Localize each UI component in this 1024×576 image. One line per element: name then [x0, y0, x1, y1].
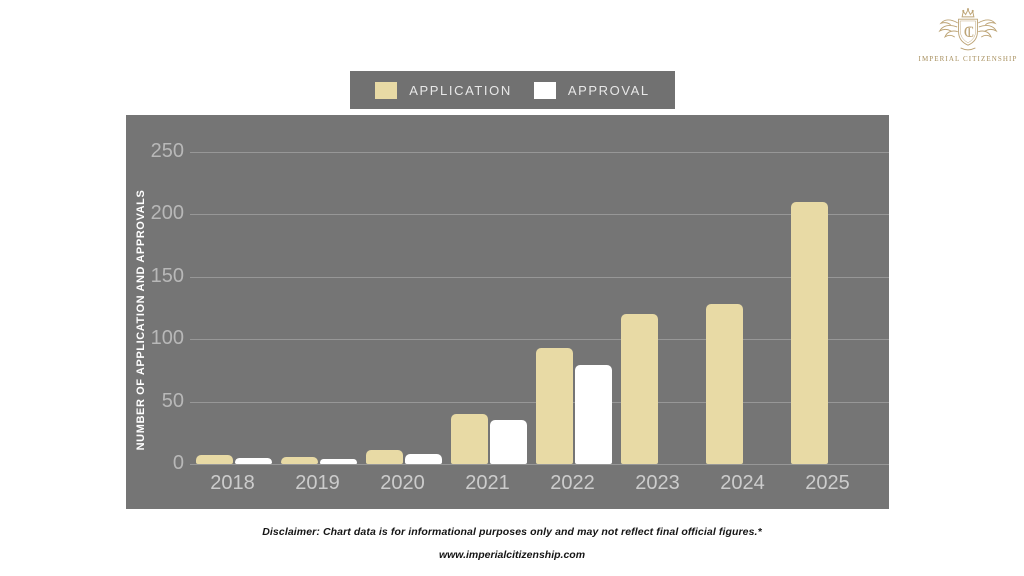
chart-panel: NUMBER OF APPLICATION AND APPROVALS 0 50 1… — [126, 115, 889, 509]
bar-application-2022 — [535, 347, 573, 464]
legend-swatch-icon — [533, 81, 556, 99]
bar-application-2024 — [705, 304, 743, 464]
legend-label: APPLICATION — [409, 82, 512, 98]
svg-text:I: I — [967, 24, 972, 40]
gridline-250 — [190, 151, 889, 153]
y-axis-tick-label: 200 — [150, 202, 184, 225]
gridline-100 — [190, 339, 889, 340]
bar-application-2019 — [280, 456, 318, 464]
gridline-0 — [190, 464, 889, 465]
gridline-150 — [190, 276, 889, 278]
bar-approval-2019 — [319, 459, 357, 464]
legend-item-approval: APPROVAL — [533, 81, 650, 99]
legend-label: APPROVAL — [567, 82, 650, 98]
chart-footer: Disclaimer: Chart data is for informatio… — [0, 526, 1024, 561]
bar-application-2021 — [450, 414, 488, 464]
y-axis-tick-label: 0 — [172, 452, 184, 475]
bar-application-2025 — [790, 201, 828, 464]
bar-application-2020 — [365, 450, 403, 464]
gridline-200 — [190, 214, 889, 215]
y-axis-tick-label: 250 — [150, 139, 184, 162]
x-axis-tick-label: 2020 — [380, 472, 425, 494]
chart-legend: APPLICATION APPROVAL — [350, 71, 675, 109]
legend-item-application: APPLICATION — [375, 81, 512, 99]
bar-approval-2018 — [234, 457, 272, 464]
svg-text:C: C — [964, 24, 974, 41]
x-axis-tick-label: 2022 — [550, 472, 595, 494]
bar-approval-2020 — [404, 454, 442, 464]
x-axis-tick-label: 2023 — [635, 472, 680, 494]
bar-application-2023 — [620, 314, 658, 464]
x-axis-tick-label: 2019 — [295, 472, 340, 494]
brand-logo: C I IMPERIAL CITIZENSHIP — [915, 8, 1021, 63]
bar-approval-2022 — [574, 365, 612, 464]
bar-application-2018 — [195, 455, 233, 464]
plot-area: 0 50 100 150 200 250 2018 2019 2020 2021 2022 2023 2… — [126, 115, 889, 509]
legend-swatch-icon — [375, 81, 398, 99]
x-axis-tick-label: 2025 — [805, 472, 850, 494]
y-axis-tick-label: 100 — [150, 327, 184, 350]
x-axis-tick-label: 2018 — [210, 472, 255, 494]
website-url: www.imperialcitizenship.com — [438, 549, 586, 561]
disclaimer-text: Disclaimer: Chart data is for informatio… — [262, 526, 762, 538]
x-axis-tick-label: 2021 — [465, 472, 510, 494]
x-axis-tick-label: 2024 — [720, 472, 765, 494]
brand-name: IMPERIAL CITIZENSHIP — [918, 55, 1018, 63]
brand-crest-icon: C I — [938, 8, 998, 51]
bar-approval-2021 — [489, 420, 527, 464]
y-axis-tick-label: 150 — [150, 264, 184, 287]
y-axis-tick-label: 50 — [161, 389, 184, 412]
